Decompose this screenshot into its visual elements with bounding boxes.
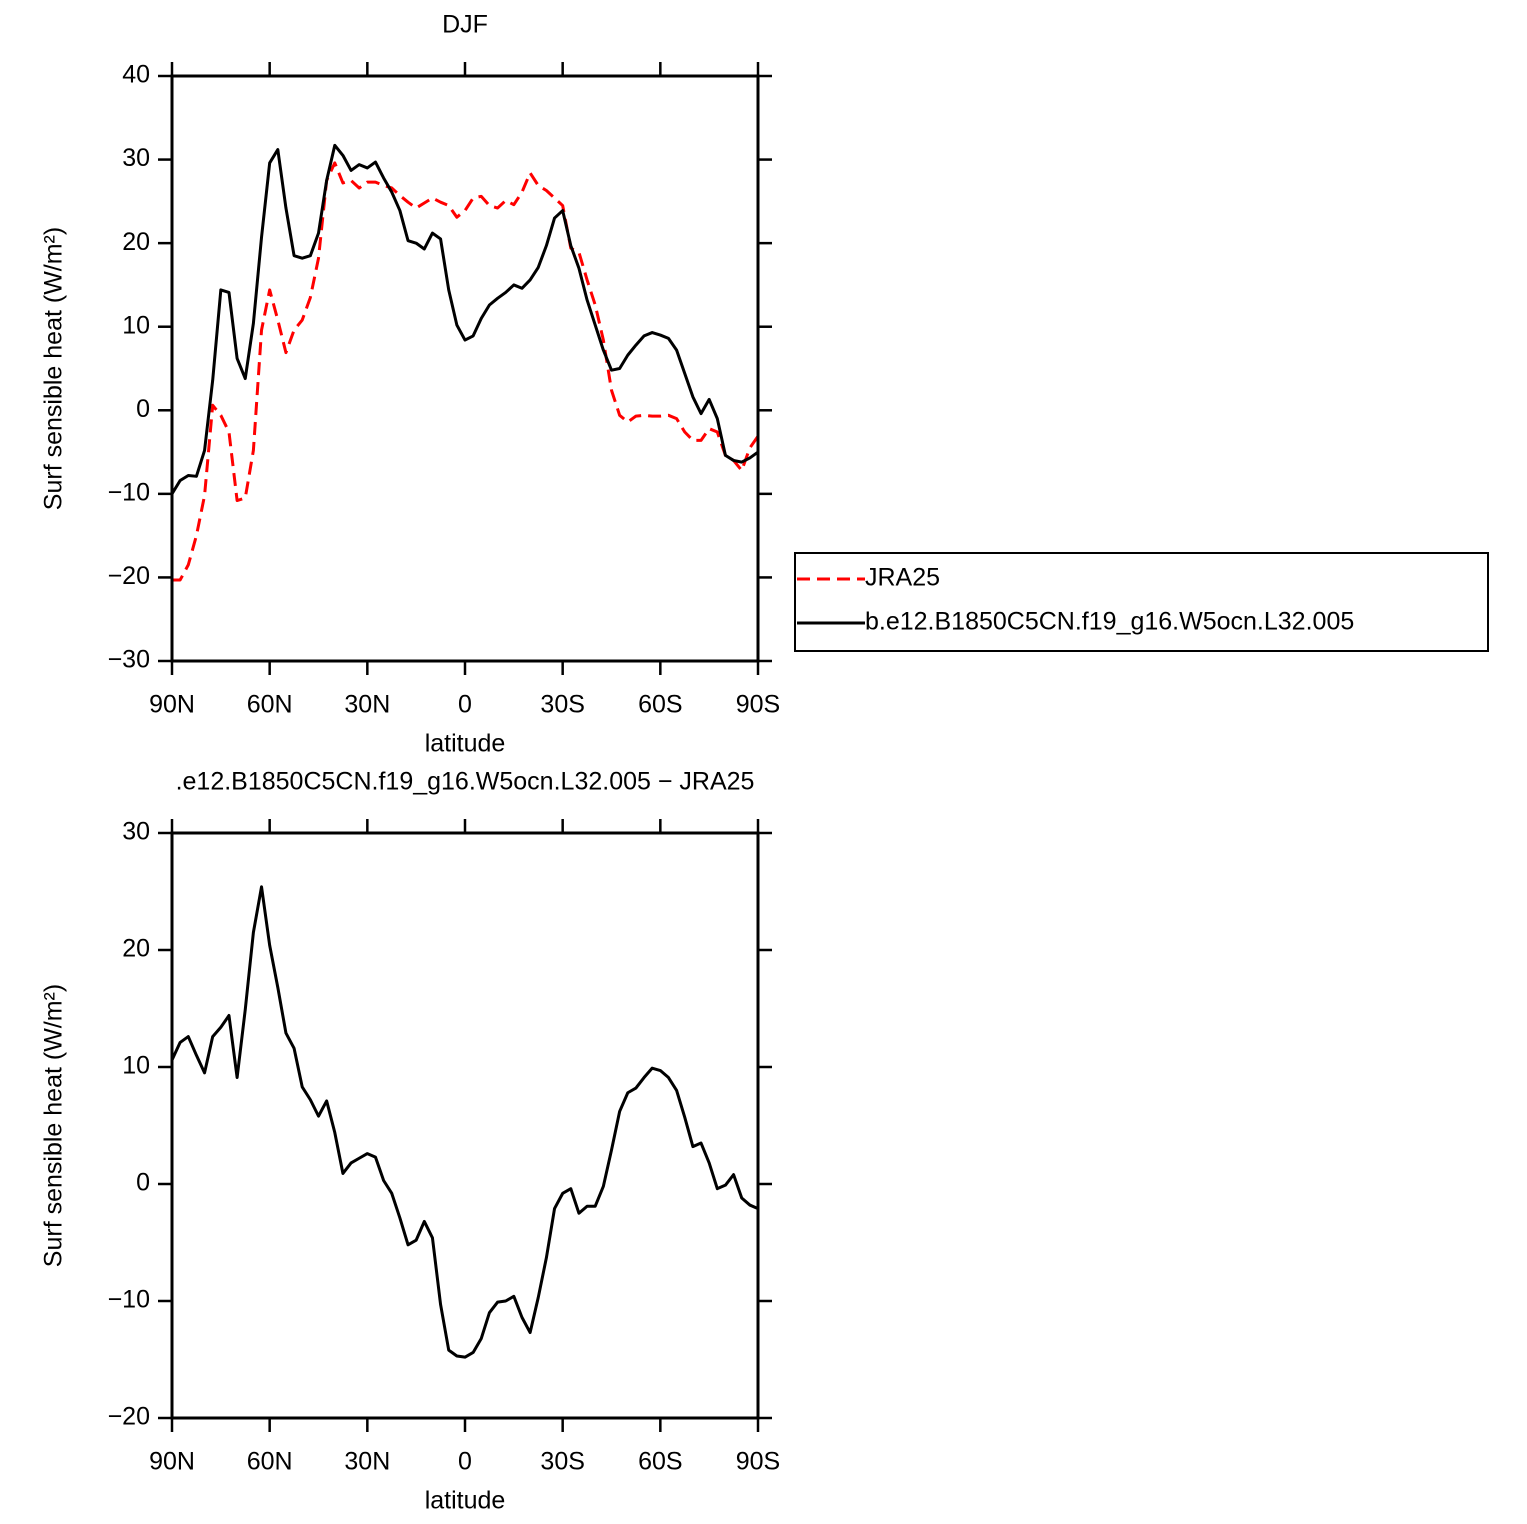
y-tick-label: 20 <box>122 228 150 256</box>
legend-label: b.e12.B1850C5CN.f19_g16.W5ocn.L32.005 <box>865 608 1354 636</box>
y-tick-label: −10 <box>108 478 150 506</box>
x-tick-label: 30N <box>344 691 390 719</box>
x-tick-label: 30N <box>344 1448 390 1476</box>
chart-title: DJF <box>442 11 488 39</box>
x-axis-label: latitude <box>425 1487 506 1515</box>
x-axis-label: latitude <box>425 730 506 758</box>
x-tick-label: 60S <box>638 691 682 719</box>
x-tick-label: 60N <box>247 1448 293 1476</box>
series-line <box>172 161 760 582</box>
y-tick-label: −30 <box>108 646 150 674</box>
y-axis-label: Surf sensible heat (W/m²) <box>40 984 68 1267</box>
chart-title: .e12.B1850C5CN.f19_g16.W5ocn.L32.005 − J… <box>176 768 755 796</box>
x-tick-label: 30S <box>540 1448 584 1476</box>
y-tick-label: 20 <box>122 935 150 963</box>
plot-frame <box>170 74 760 663</box>
x-tick-label: 0 <box>458 1448 472 1476</box>
y-tick-label: −20 <box>108 1403 150 1431</box>
x-tick-label: 90N <box>149 1448 195 1476</box>
y-tick-label: 40 <box>122 61 150 89</box>
x-tick-label: 30S <box>540 691 584 719</box>
y-axis-label: Surf sensible heat (W/m²) <box>40 227 68 510</box>
series-line <box>170 885 759 1359</box>
y-tick-label: 30 <box>122 144 150 172</box>
x-tick-label: 90S <box>736 1448 780 1476</box>
x-tick-label: 0 <box>458 691 472 719</box>
y-tick-label: −20 <box>108 562 150 590</box>
x-tick-label: 60N <box>247 691 293 719</box>
y-tick-label: −10 <box>108 1286 150 1314</box>
y-tick-label: 10 <box>122 311 150 339</box>
y-tick-label: 30 <box>122 818 150 846</box>
y-tick-label: 10 <box>122 1052 150 1080</box>
plot-frame <box>170 831 760 1420</box>
y-tick-label: 0 <box>136 1169 150 1197</box>
series-line <box>170 143 759 495</box>
y-tick-label: 0 <box>136 395 150 423</box>
x-tick-label: 60S <box>638 1448 682 1476</box>
legend-box <box>794 552 1489 652</box>
x-tick-label: 90N <box>149 691 195 719</box>
x-tick-label: 90S <box>736 691 780 719</box>
legend-label: JRA25 <box>865 564 940 592</box>
